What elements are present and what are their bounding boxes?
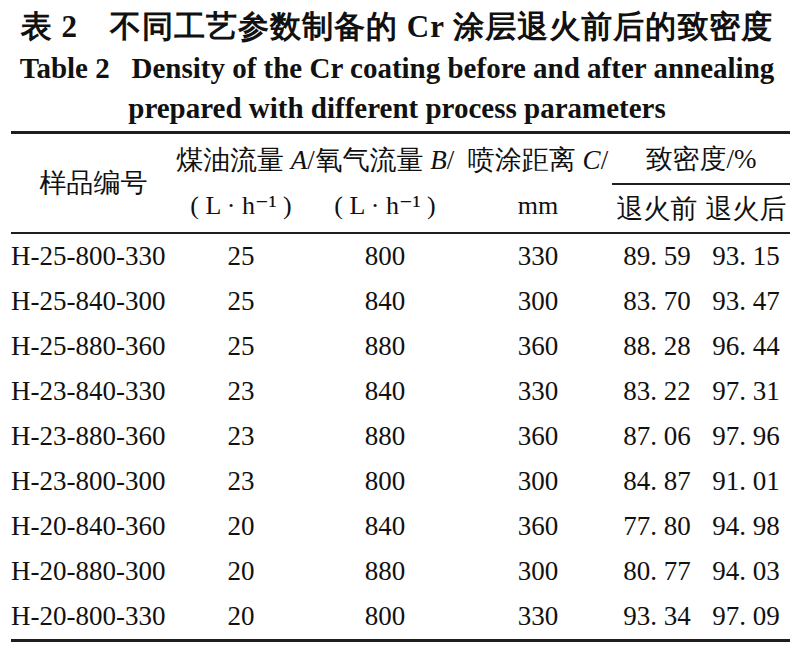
density-after-cell: 97. 96 [702,414,790,459]
table-row: H-23-800-300 23 800 300 84. 87 91. 01 [11,459,790,504]
table-row: H-20-800-330 20 800 330 93. 34 97. 09 [11,594,790,641]
table-row: H-25-880-360 25 880 360 88. 28 96. 44 [11,324,790,369]
sample-id-cell: H-20-800-330 [11,594,176,641]
kerosene-flow-cell: 20 [176,549,306,594]
spray-distance-unit: mm [464,183,612,229]
density-after-cell: 94. 98 [702,504,790,549]
kerosene-flow-cell: 25 [176,324,306,369]
density-before-cell: 83. 22 [612,369,702,414]
col-header-oxygen-flow: 氧气流量 B/ ( L · h⁻¹ ) [306,133,464,234]
col-header-after-annealing: 退火后 [702,184,790,233]
sample-id-label: 样品编号 [40,168,148,198]
sample-id-cell: H-25-880-360 [11,324,176,369]
density-before-cell: 93. 34 [612,594,702,641]
table-row: H-20-840-360 20 840 360 77. 80 94. 98 [11,504,790,549]
sample-id-cell: H-25-840-300 [11,279,176,324]
oxygen-flow-cell: 800 [306,594,464,641]
sample-id-cell: H-23-840-330 [11,369,176,414]
oxygen-flow-cell: 880 [306,414,464,459]
oxygen-flow-cell: 840 [306,504,464,549]
kerosene-flow-cell: 25 [176,233,306,279]
kerosene-flow-cell: 23 [176,369,306,414]
density-after-cell: 91. 01 [702,459,790,504]
density-before-cell: 88. 28 [612,324,702,369]
sample-id-cell: H-20-840-360 [11,504,176,549]
density-before-cell: 77. 80 [612,504,702,549]
table-title-en-line2: prepared with different process paramete… [0,88,794,128]
spray-distance-cell: 330 [464,369,612,414]
density-table: 样品编号 煤油流量 A/ ( L · h⁻¹ ) 氧气流量 B/ ( L · h… [11,131,790,642]
table-title-en-line1: Table 2 Density of the Cr coating before… [0,48,794,88]
oxygen-flow-cell: 800 [306,459,464,504]
density-after-cell: 97. 31 [702,369,790,414]
oxygen-flow-label: 氧气流量 B/ [306,137,464,183]
sample-id-cell: H-23-800-300 [11,459,176,504]
density-after-cell: 93. 47 [702,279,790,324]
spray-distance-cell: 330 [464,233,612,279]
col-header-density-group: 致密度/% [612,133,790,185]
oxygen-flow-cell: 880 [306,324,464,369]
kerosene-flow-cell: 20 [176,504,306,549]
spray-distance-label: 喷涂距离 C/ [464,137,612,183]
sample-id-cell: H-23-880-360 [11,414,176,459]
oxygen-flow-cell: 800 [306,233,464,279]
spray-distance-cell: 360 [464,414,612,459]
density-after-cell: 96. 44 [702,324,790,369]
kerosene-variable: A [291,145,308,175]
col-header-spray-distance: 喷涂距离 C/ mm [464,133,612,234]
kerosene-flow-cell: 20 [176,594,306,641]
density-before-cell: 87. 06 [612,414,702,459]
table-header: 样品编号 煤油流量 A/ ( L · h⁻¹ ) 氧气流量 B/ ( L · h… [11,133,790,234]
spray-distance-cell: 300 [464,279,612,324]
table-row: H-25-800-330 25 800 330 89. 59 93. 15 [11,233,790,279]
density-after-cell: 97. 09 [702,594,790,641]
oxygen-flow-cell: 840 [306,369,464,414]
distance-variable: C [583,145,601,175]
spray-distance-cell: 300 [464,459,612,504]
col-header-before-annealing: 退火前 [612,184,702,233]
table-row: H-25-840-300 25 840 300 83. 70 93. 47 [11,279,790,324]
oxygen-flow-cell: 840 [306,279,464,324]
table-row: H-23-880-360 23 880 360 87. 06 97. 96 [11,414,790,459]
kerosene-flow-label: 煤油流量 A/ [176,137,306,183]
kerosene-flow-cell: 23 [176,414,306,459]
oxygen-variable: B [430,145,447,175]
spray-distance-cell: 330 [464,594,612,641]
density-before-cell: 80. 77 [612,549,702,594]
paper-table-page: 表 2 不同工艺参数制备的 Cr 涂层退火前后的致密度 Table 2 Dens… [0,0,794,652]
header-row-main: 样品编号 煤油流量 A/ ( L · h⁻¹ ) 氧气流量 B/ ( L · h… [11,133,790,185]
density-before-cell: 83. 70 [612,279,702,324]
sample-id-cell: H-25-800-330 [11,233,176,279]
col-header-sample-id: 样品编号 [11,133,176,234]
spray-distance-cell: 300 [464,549,612,594]
sample-id-cell: H-20-880-300 [11,549,176,594]
density-before-cell: 84. 87 [612,459,702,504]
table-row: H-20-880-300 20 880 300 80. 77 94. 03 [11,549,790,594]
col-header-kerosene-flow: 煤油流量 A/ ( L · h⁻¹ ) [176,133,306,234]
density-before-cell: 89. 59 [612,233,702,279]
table-row: H-23-840-330 23 840 330 83. 22 97. 31 [11,369,790,414]
oxygen-flow-cell: 880 [306,549,464,594]
density-after-cell: 93. 15 [702,233,790,279]
table-body: H-25-800-330 25 800 330 89. 59 93. 15 H-… [11,233,790,641]
kerosene-flow-cell: 25 [176,279,306,324]
spray-distance-cell: 360 [464,324,612,369]
kerosene-flow-cell: 23 [176,459,306,504]
density-after-cell: 94. 03 [702,549,790,594]
oxygen-flow-unit: ( L · h⁻¹ ) [306,183,464,229]
kerosene-flow-unit: ( L · h⁻¹ ) [176,183,306,229]
table-title-zh: 表 2 不同工艺参数制备的 Cr 涂层退火前后的致密度 [0,0,794,48]
spray-distance-cell: 360 [464,504,612,549]
